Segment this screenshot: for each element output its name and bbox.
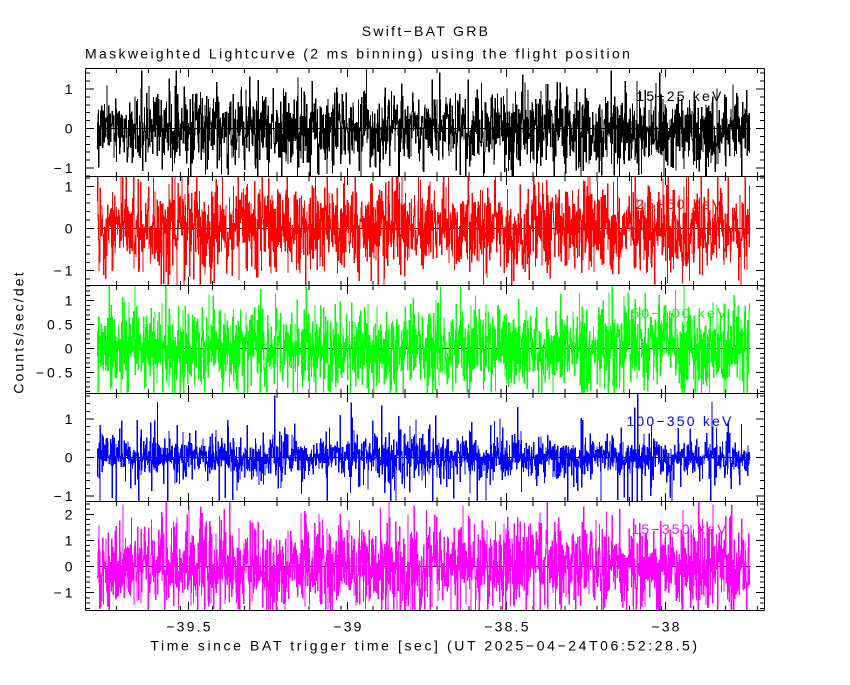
- svg-text:Swift−BAT GRB: Swift−BAT GRB: [362, 23, 491, 39]
- svg-text:15−25 keV: 15−25 keV: [636, 88, 723, 104]
- svg-text:100−350 keV: 100−350 keV: [626, 413, 733, 429]
- svg-text:−38: −38: [651, 619, 681, 635]
- svg-text:50−100 keV: 50−100 keV: [631, 305, 728, 321]
- svg-text:−1: −1: [54, 160, 76, 176]
- svg-text:1: 1: [65, 293, 76, 309]
- svg-text:−39: −39: [333, 619, 363, 635]
- svg-text:−38.5: −38.5: [484, 619, 530, 635]
- svg-text:−39.5: −39.5: [166, 619, 212, 635]
- svg-text:1: 1: [65, 81, 76, 97]
- svg-text:Time since BAT trigger time [s: Time since BAT trigger time [sec] (UT 20…: [150, 638, 699, 654]
- svg-text:0.5: 0.5: [47, 317, 75, 333]
- svg-text:0: 0: [65, 450, 76, 466]
- svg-text:0: 0: [65, 341, 76, 357]
- svg-text:Counts/sec/det: Counts/sec/det: [11, 270, 27, 394]
- svg-text:0: 0: [65, 221, 76, 237]
- svg-text:1: 1: [65, 178, 76, 194]
- svg-text:Maskweighted Lightcurve (2 ms: Maskweighted Lightcurve (2 ms binning) u…: [85, 46, 632, 62]
- svg-text:25−50 keV: 25−50 keV: [636, 196, 723, 212]
- svg-text:1: 1: [65, 532, 76, 548]
- svg-text:0: 0: [65, 121, 76, 137]
- svg-text:1: 1: [65, 411, 76, 427]
- svg-text:−0.5: −0.5: [36, 365, 76, 381]
- svg-text:−1: −1: [54, 263, 76, 279]
- svg-text:0: 0: [65, 559, 76, 575]
- svg-text:2: 2: [65, 506, 76, 522]
- svg-text:15−350 keV: 15−350 keV: [631, 521, 728, 537]
- svg-text:−1: −1: [54, 585, 76, 601]
- svg-text:−1: −1: [54, 488, 76, 504]
